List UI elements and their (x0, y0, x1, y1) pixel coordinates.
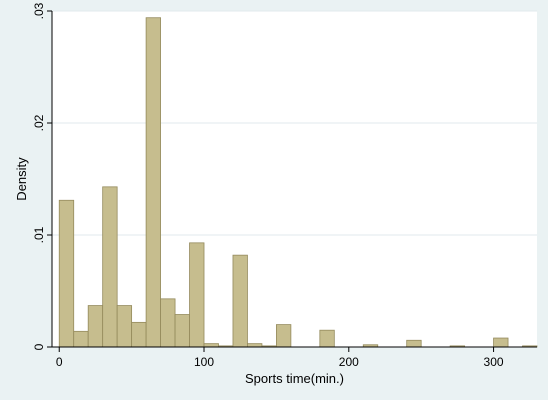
grid-lines (52, 10, 537, 236)
x-tick-label: 0 (56, 355, 63, 369)
axes (47, 10, 537, 352)
histogram-bar (406, 339, 422, 348)
y-tick-label: .02 (32, 114, 46, 131)
histogram-bar (102, 186, 118, 348)
y-tick-label: 0 (32, 343, 46, 350)
histogram-bar (232, 254, 248, 348)
tick-labels: 0 .01 .02 .03 0 100 200 300 (32, 2, 504, 369)
histogram-bar (174, 314, 190, 348)
histogram-bar (131, 321, 147, 348)
histogram-bar (319, 329, 335, 348)
histogram-bar (58, 199, 75, 348)
x-tick-label: 100 (194, 355, 214, 369)
y-axis-label: Density (14, 157, 29, 201)
histogram-bar (73, 330, 89, 348)
bars-group (58, 17, 538, 348)
histogram-bar (247, 343, 263, 348)
y-tick-label: .03 (32, 2, 46, 19)
histogram-bar (160, 298, 176, 348)
histogram-bar (87, 305, 104, 348)
histogram-bar (203, 343, 219, 348)
x-axis-label: Sports time(min.) (245, 371, 344, 386)
histogram-bar (276, 324, 292, 348)
x-tick-label: 200 (339, 355, 359, 369)
y-tick-label: .01 (32, 226, 46, 243)
histogram-bar (116, 305, 133, 348)
plot-area (52, 11, 537, 347)
x-tick-label: 300 (484, 355, 504, 369)
histogram-bar (145, 17, 161, 348)
histogram-bar (189, 242, 205, 348)
histogram-bar (493, 337, 509, 348)
